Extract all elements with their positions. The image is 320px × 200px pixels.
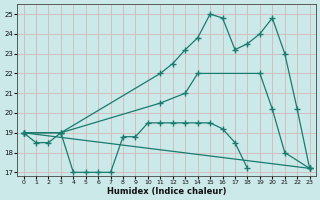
X-axis label: Humidex (Indice chaleur): Humidex (Indice chaleur) <box>107 187 226 196</box>
